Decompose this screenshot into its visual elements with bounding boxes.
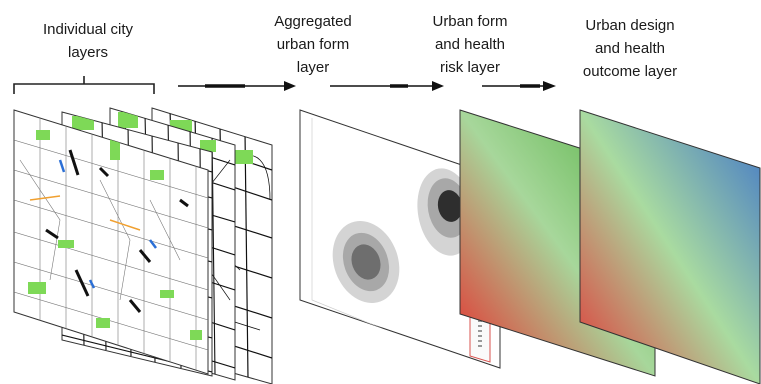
arrow-right-icon [482,81,556,91]
city-layer-front [13,109,209,375]
label-urban-design-health-outcome-layer: Urban design and health outcome layer [582,17,678,80]
arrow-right-icon [178,81,296,91]
bracket-icon [13,76,155,94]
outcome-layer [579,109,761,384]
label-aggregated-urban-form-layer: Aggregated urban form layer [274,13,352,76]
label-individual-city-layers: Individual city layers [42,21,134,61]
arrow-right-icon [330,81,444,91]
label-urban-form-health-risk-layer: Urban form and health risk layer [432,13,508,76]
density-cluster-left [332,221,400,303]
